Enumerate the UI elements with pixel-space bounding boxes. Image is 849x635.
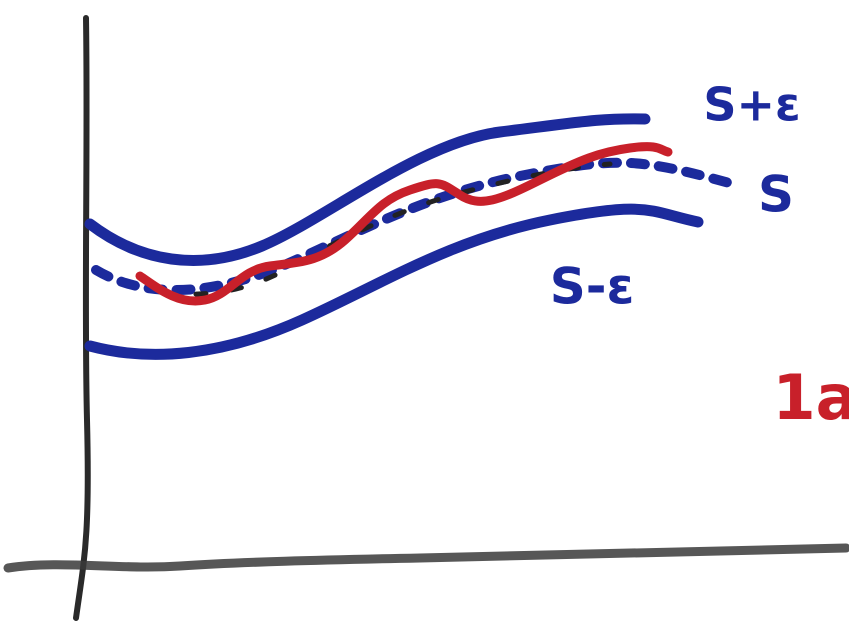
- y-axis: [76, 18, 88, 618]
- middle-curve: [96, 163, 740, 290]
- x-axis: [8, 548, 846, 568]
- upper-curve: [90, 119, 645, 261]
- middle-label: S: [758, 166, 794, 224]
- upper-label: S+ε: [703, 78, 800, 132]
- lower-label: S-ε: [550, 258, 635, 316]
- figure-label: 1a: [773, 361, 849, 434]
- sketch: S+ε S S-ε 1a: [0, 0, 849, 635]
